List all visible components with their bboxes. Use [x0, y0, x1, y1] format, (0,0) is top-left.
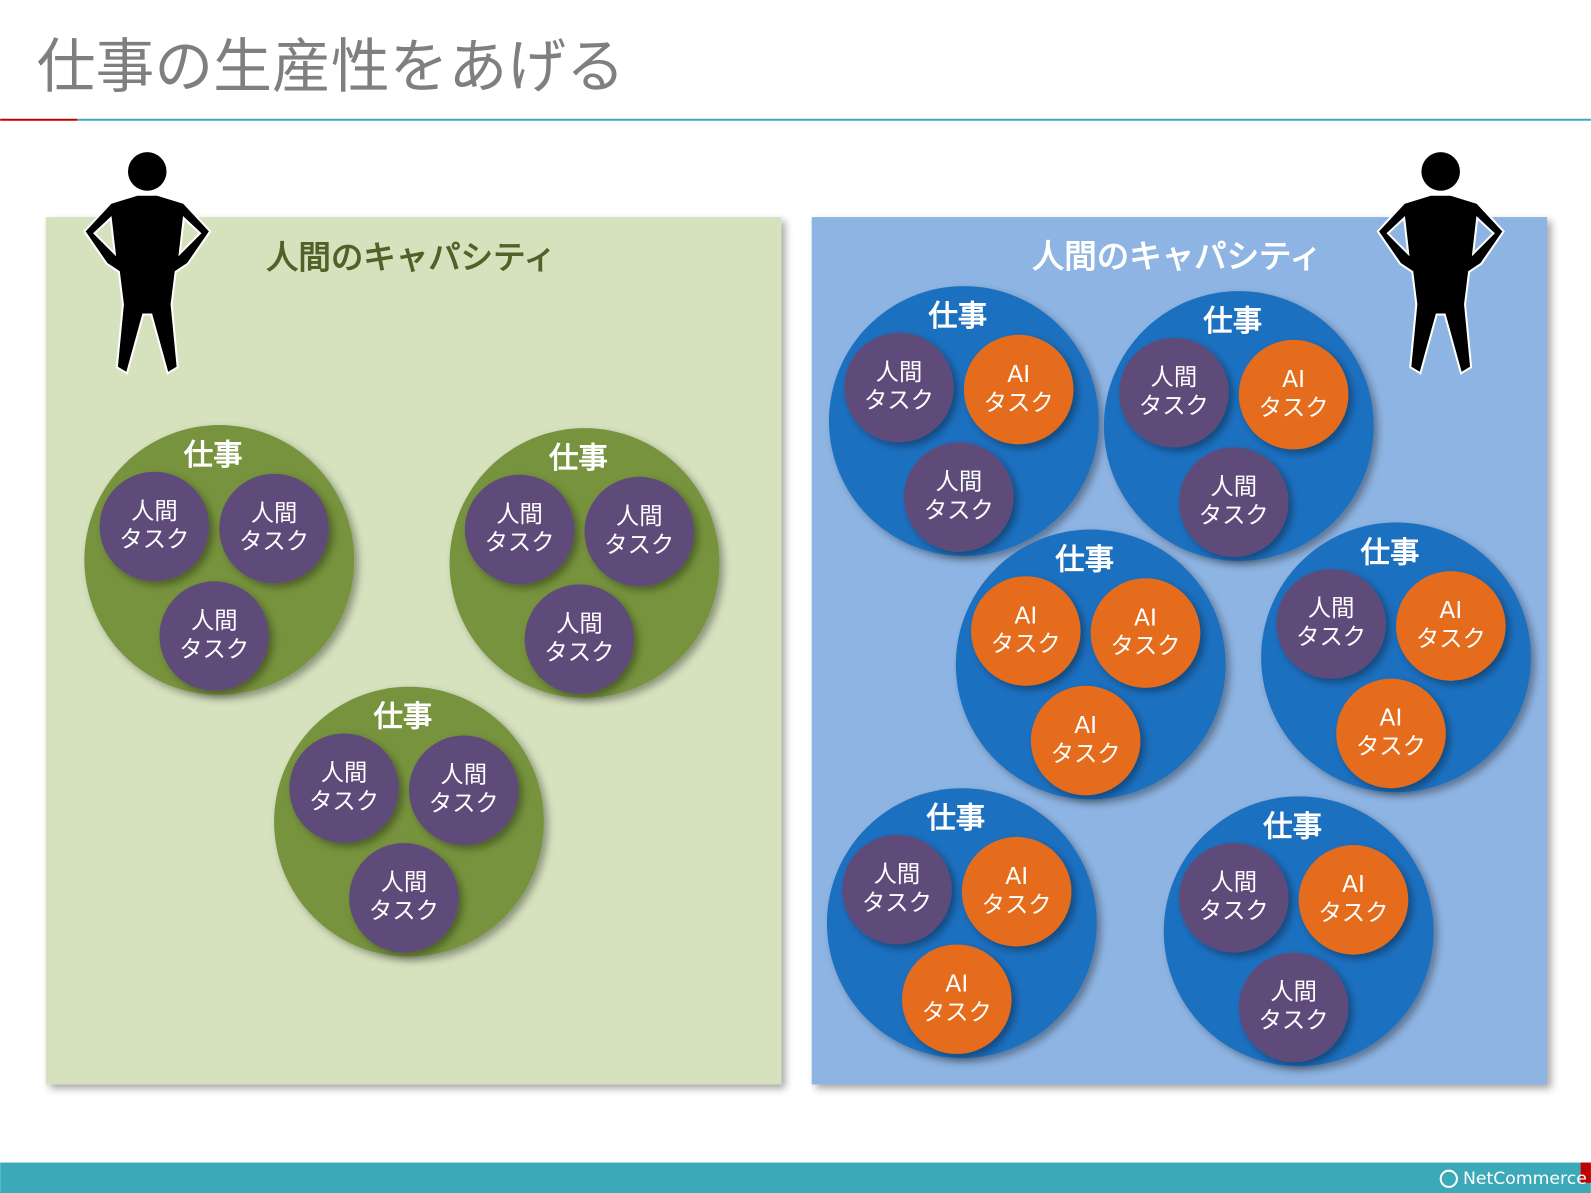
- task-circle: [844, 332, 954, 443]
- task-label: タスク: [1356, 732, 1426, 760]
- job-label: 仕事: [1202, 304, 1262, 338]
- task-circle: [1238, 339, 1349, 450]
- task-circle: [1396, 571, 1506, 681]
- task-label: 人間: [191, 606, 238, 634]
- job-label: 仕事: [925, 801, 985, 835]
- task-label: タスク: [179, 635, 249, 663]
- task-circle: [584, 476, 695, 587]
- task-label: 人間: [874, 860, 921, 888]
- task-label: タスク: [544, 638, 614, 666]
- task-circle: [159, 581, 269, 691]
- task-circle: [1276, 569, 1386, 679]
- task-label: タスク: [1051, 739, 1121, 767]
- logo-icon: [1439, 1169, 1458, 1188]
- task-label: タスク: [1139, 391, 1209, 419]
- footer-logo: NetCommerce: [1463, 1169, 1587, 1189]
- task-circle: [1030, 685, 1141, 796]
- job-label: 仕事: [1054, 542, 1114, 576]
- task-label: AI: [1282, 365, 1305, 393]
- task-label: AI: [1380, 704, 1403, 732]
- task-label: タスク: [1259, 393, 1329, 421]
- task-label: タスク: [1296, 623, 1366, 651]
- task-circle: [408, 735, 519, 846]
- task-label: タスク: [991, 630, 1061, 658]
- task-label: タスク: [119, 525, 189, 553]
- task-label: 人間: [440, 761, 487, 789]
- task-circle: [842, 834, 952, 945]
- task-label: タスク: [924, 496, 994, 524]
- task-label: 人間: [131, 497, 178, 525]
- task-label: 人間: [1210, 472, 1257, 500]
- task-label: 人間: [1270, 978, 1317, 1006]
- task-label: タスク: [922, 998, 992, 1026]
- slide-title: 仕事の生産性をあげる: [37, 32, 625, 101]
- task-circle: [289, 733, 399, 844]
- task-circle: [1178, 843, 1289, 953]
- task-circle: [971, 576, 1081, 686]
- task-label: タスク: [429, 789, 499, 817]
- job-label: 仕事: [1262, 809, 1322, 843]
- task-label: タスク: [1318, 899, 1388, 927]
- task-circle: [99, 471, 210, 582]
- task-circle: [1178, 447, 1289, 557]
- task-label: タスク: [485, 528, 555, 556]
- task-label: 人間: [251, 499, 298, 527]
- task-circle: [219, 473, 329, 584]
- task-label: AI: [1005, 862, 1028, 890]
- task-circle: [1119, 337, 1229, 448]
- task-label: タスク: [604, 530, 674, 558]
- task-label: AI: [945, 970, 968, 998]
- task-label: 人間: [496, 500, 543, 528]
- task-label: タスク: [1199, 501, 1269, 529]
- task-label: 人間: [1210, 868, 1257, 896]
- task-label: タスク: [1110, 632, 1180, 660]
- task-circle: [1336, 678, 1446, 789]
- task-circle: [961, 836, 1072, 947]
- job-label: 仕事: [1360, 535, 1420, 569]
- task-label: タスク: [309, 787, 379, 815]
- task-label: 人間: [616, 502, 663, 530]
- task-label: 人間: [556, 609, 603, 637]
- task-label: タスク: [984, 388, 1054, 416]
- footer-accent: [1580, 1162, 1591, 1183]
- task-label: タスク: [1259, 1006, 1329, 1034]
- task-label: タスク: [1416, 625, 1486, 653]
- task-label: 人間: [1151, 363, 1198, 391]
- task-label: タスク: [239, 527, 309, 555]
- task-label: 人間: [1308, 594, 1355, 622]
- task-circle: [963, 334, 1074, 445]
- task-label: 人間: [935, 467, 982, 495]
- panel-label: 人間のキャパシティ: [266, 239, 556, 277]
- task-label: AI: [1439, 596, 1462, 624]
- task-label: AI: [1342, 870, 1365, 898]
- task-label: AI: [1014, 601, 1037, 629]
- task-label: AI: [1074, 711, 1097, 739]
- task-label: AI: [1007, 360, 1030, 388]
- task-circle: [1238, 952, 1349, 1063]
- task-label: タスク: [369, 896, 439, 924]
- footer-bar: [0, 1162, 1591, 1193]
- job-label: 仕事: [372, 700, 432, 734]
- task-circle: [349, 843, 459, 953]
- task-label: タスク: [982, 890, 1052, 918]
- task-label: 人間: [321, 759, 368, 787]
- task-label: AI: [1134, 603, 1157, 631]
- task-label: タスク: [1199, 896, 1269, 924]
- task-circle: [1298, 845, 1409, 955]
- task-circle: [1090, 578, 1201, 688]
- task-circle: [902, 944, 1012, 1055]
- task-label: タスク: [862, 888, 932, 916]
- task-circle: [464, 474, 575, 585]
- job-label: 仕事: [927, 299, 987, 333]
- task-circle: [904, 442, 1014, 552]
- job-label: 仕事: [183, 438, 243, 472]
- task-label: 人間: [381, 868, 428, 896]
- panel-label: 人間のキャパシティ: [1032, 238, 1322, 276]
- job-label: 仕事: [548, 441, 608, 475]
- task-label: タスク: [864, 386, 934, 414]
- task-label: 人間: [876, 358, 923, 386]
- task-circle: [524, 584, 635, 694]
